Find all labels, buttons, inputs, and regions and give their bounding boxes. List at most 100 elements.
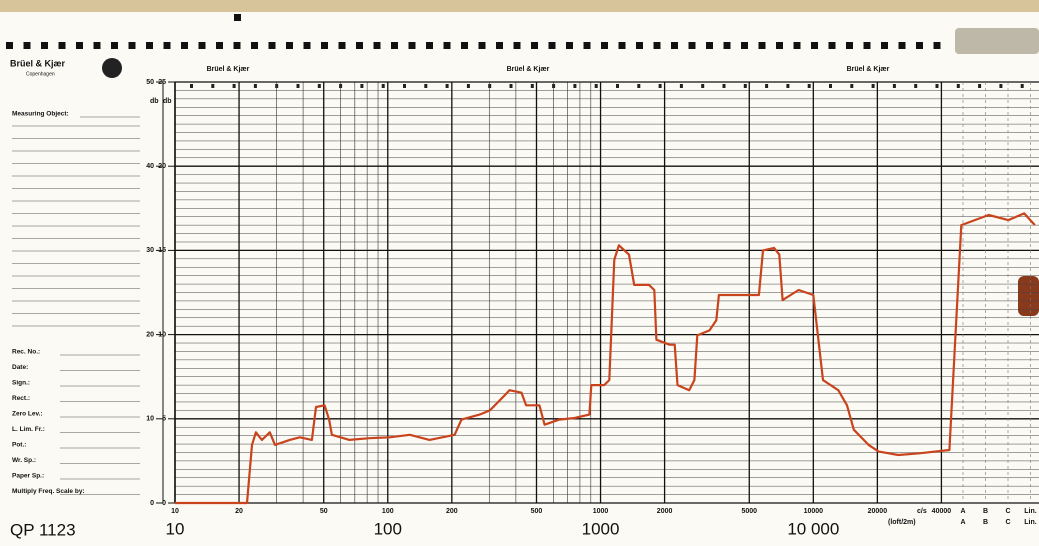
hole bbox=[933, 42, 941, 49]
hole bbox=[286, 42, 293, 49]
hole bbox=[688, 42, 696, 49]
hole bbox=[793, 42, 801, 49]
x-tick-label: 20 bbox=[235, 508, 243, 515]
y-tick-label: 50 bbox=[146, 79, 154, 86]
hole bbox=[251, 42, 258, 49]
paper-tick bbox=[807, 84, 811, 88]
hole bbox=[863, 42, 871, 49]
mark bbox=[234, 14, 241, 21]
paper-tick bbox=[488, 84, 492, 88]
y-tick-label: 40 bbox=[146, 163, 154, 170]
paper-tick bbox=[1020, 84, 1024, 88]
paper-tick bbox=[935, 84, 939, 88]
paper-brand: Brüel & Kjær bbox=[507, 66, 550, 73]
hole bbox=[601, 42, 608, 49]
hole bbox=[128, 42, 136, 49]
response-line bbox=[175, 212, 1036, 505]
paper-tick bbox=[616, 84, 619, 88]
y2-tick-label: 5 bbox=[162, 416, 166, 423]
paper-tick bbox=[743, 84, 747, 88]
hole bbox=[216, 42, 223, 49]
paper-tick bbox=[403, 84, 406, 88]
form-field: Multiply Freq. Scale by: bbox=[12, 488, 85, 495]
paper-tick bbox=[679, 84, 683, 88]
paper-tick bbox=[892, 84, 896, 88]
form-code: QP 1123 bbox=[10, 520, 76, 539]
paper-tick bbox=[253, 84, 257, 88]
recorder-knob bbox=[1018, 276, 1039, 316]
hole bbox=[391, 42, 398, 49]
hole bbox=[828, 42, 836, 49]
hole bbox=[111, 42, 118, 49]
hole bbox=[321, 42, 328, 49]
hole bbox=[776, 42, 783, 49]
paper-tick bbox=[829, 84, 832, 88]
paper-brand: Brüel & Kjær bbox=[847, 66, 890, 73]
hole bbox=[163, 42, 171, 49]
hole bbox=[268, 42, 276, 49]
form-field: L. Lim. Fr.: bbox=[12, 426, 45, 433]
x-major-label: 1000 bbox=[582, 519, 620, 538]
hole bbox=[723, 42, 731, 49]
hole bbox=[373, 42, 381, 49]
logo bbox=[102, 58, 122, 78]
form-field: Measuring Object: bbox=[12, 111, 69, 118]
hole bbox=[6, 42, 13, 49]
x-tick-label: 20000 bbox=[868, 508, 888, 515]
form-field: Date: bbox=[12, 364, 28, 371]
y-tick-label: 20 bbox=[146, 331, 154, 338]
hole bbox=[531, 42, 538, 49]
weighting-label: Lin. bbox=[1024, 519, 1036, 526]
x-tick-label: 10 bbox=[171, 508, 179, 515]
weighting-note: (loft/2m) bbox=[888, 519, 916, 526]
y-tick-label: 30 bbox=[146, 247, 154, 254]
weighting-label: Lin. bbox=[1024, 508, 1036, 515]
weighting-label: A bbox=[960, 508, 965, 515]
hole bbox=[303, 42, 311, 49]
hole bbox=[706, 42, 713, 49]
hole bbox=[93, 42, 101, 49]
x-major-label: 10 000 bbox=[787, 519, 839, 538]
hole bbox=[338, 42, 346, 49]
paper-tick bbox=[914, 84, 918, 88]
paper-tick bbox=[978, 84, 982, 88]
y-tick-label: 0 bbox=[150, 500, 154, 507]
paper-tick bbox=[999, 84, 1003, 88]
paper-tick bbox=[722, 84, 726, 88]
paper-tick bbox=[850, 84, 854, 88]
x-tick-label: 200 bbox=[446, 508, 458, 515]
paper-tick bbox=[637, 84, 641, 88]
weighting-label: A bbox=[960, 519, 965, 526]
paper-tick bbox=[296, 84, 300, 88]
hole bbox=[898, 42, 906, 49]
hole bbox=[741, 42, 748, 49]
paper-tick bbox=[956, 84, 960, 88]
paper-tick bbox=[317, 84, 321, 88]
perforation bbox=[6, 42, 941, 49]
hole bbox=[758, 42, 766, 49]
weighting-label: C bbox=[1005, 508, 1010, 515]
hole bbox=[653, 42, 661, 49]
weighting-label: B bbox=[983, 519, 988, 526]
hole bbox=[41, 42, 48, 49]
x-tick-label: 100 bbox=[382, 508, 394, 515]
form-field: Paper Sp.: bbox=[12, 473, 44, 480]
hole bbox=[881, 42, 888, 49]
y2-axis-label: db bbox=[163, 98, 172, 105]
y2-tick-label: 10 bbox=[158, 331, 166, 338]
weighting-label: C bbox=[1005, 519, 1010, 526]
form-field: Pot.: bbox=[12, 442, 26, 449]
hole bbox=[478, 42, 486, 49]
brand: Brüel & Kjær bbox=[10, 58, 66, 68]
hole bbox=[548, 42, 556, 49]
form-field: Zero Lev.: bbox=[12, 411, 43, 418]
y2-tick-label: 25 bbox=[158, 79, 166, 86]
hole bbox=[496, 42, 503, 49]
hole bbox=[566, 42, 573, 49]
paper-tick bbox=[786, 84, 790, 88]
x-tick-label: 2000 bbox=[657, 508, 673, 515]
hole bbox=[233, 42, 241, 49]
form: Brüel & Kjær Copenhagen QP 1123 Measurin… bbox=[10, 58, 140, 539]
hole bbox=[461, 42, 468, 49]
hole bbox=[443, 42, 451, 49]
